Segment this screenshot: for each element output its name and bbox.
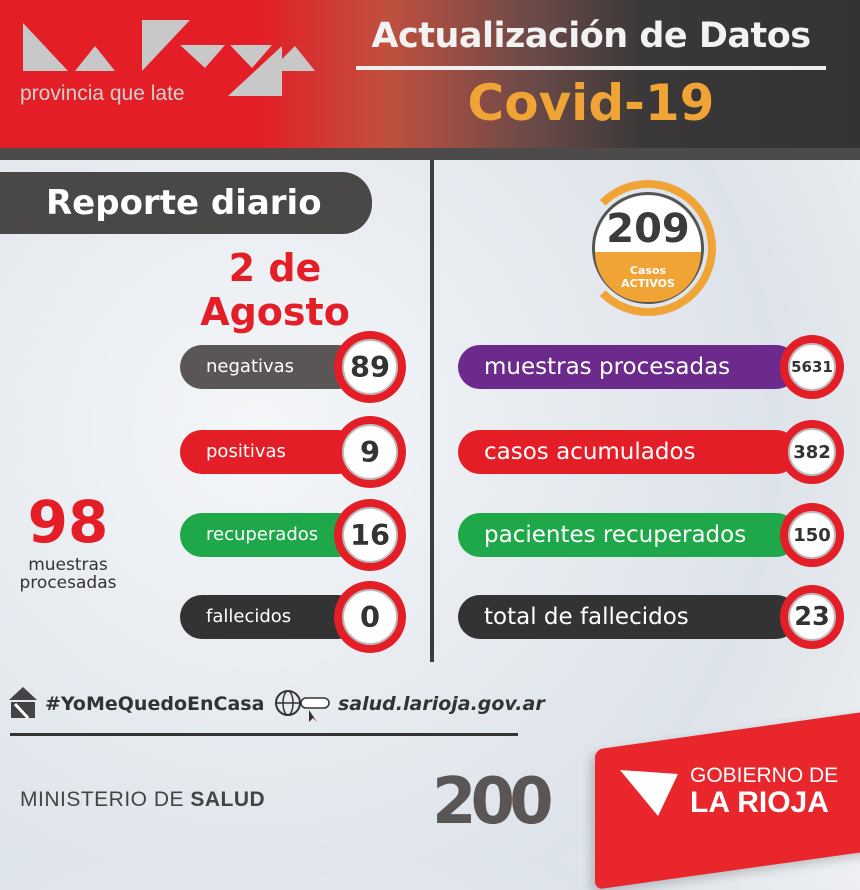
government-line2: LA RIOJA: [690, 786, 829, 819]
stat-value: 150: [788, 511, 836, 559]
ministry-name: MINISTERIO DE SALUD: [20, 788, 265, 812]
active-cases-ring: [580, 180, 716, 316]
globe-www-icon: [275, 690, 330, 722]
active-label-line1: Casos: [629, 264, 667, 277]
house-icon: [9, 687, 37, 720]
government-logo-icon: [620, 770, 678, 816]
active-cases-value: 209: [606, 206, 690, 252]
stat-value-circle: 16: [334, 499, 406, 571]
report-date: 2 de Agosto: [200, 246, 350, 334]
column-divider: [430, 160, 434, 662]
page-title: Actualización de Datos: [371, 16, 811, 56]
stat-pill: positivas: [180, 430, 360, 474]
report-label: Reporte diario: [0, 172, 372, 234]
logo-tagline: provincia que late: [20, 82, 185, 105]
stat-value: 89: [342, 339, 398, 395]
stat-value: 16: [342, 507, 398, 563]
stat-pill: recuperados: [180, 513, 360, 557]
website-link[interactable]: salud.larioja.gov.ar: [338, 693, 545, 715]
stat-value-circle: 150: [780, 503, 844, 567]
stat-value: 9: [342, 424, 398, 480]
daily-total-value: 98: [27, 488, 109, 556]
daily-total-label: muestras procesadas: [19, 555, 117, 593]
ministry-prefix: MINISTERIO DE: [20, 788, 191, 811]
government-line1: GOBIERNO DE: [690, 764, 839, 787]
stat-value-circle: 23: [780, 585, 844, 649]
title-underline: [356, 66, 826, 70]
stat-value-circle: 89: [334, 331, 406, 403]
footer-divider: [10, 733, 518, 736]
stat-value-circle: 0: [334, 581, 406, 653]
stat-value-circle: 382: [780, 420, 844, 484]
stat-value: 5631: [788, 343, 836, 391]
stat-pill: pacientes recuperados: [458, 513, 798, 557]
stat-pill: negativas: [180, 345, 360, 389]
stat-pill: muestras procesadas: [458, 345, 798, 389]
stat-pill: total de fallecidos: [458, 595, 798, 639]
header-band: [0, 148, 860, 160]
page-subtitle: Covid-19: [467, 74, 715, 132]
stat-value-circle: 5631: [780, 335, 844, 399]
anniversary-logo: 200: [432, 765, 554, 839]
stat-value: 0: [342, 589, 398, 645]
ministry-bold: SALUD: [190, 788, 266, 811]
stat-pill: casos acumulados: [458, 430, 798, 474]
stat-value: 23: [788, 593, 836, 641]
active-label-line2: ACTIVOS: [621, 277, 675, 290]
hashtag: #YoMeQuedoEnCasa: [45, 693, 265, 715]
la-rioja-logo: [23, 20, 315, 96]
stat-pill: fallecidos: [180, 595, 360, 639]
stat-value: 382: [788, 428, 836, 476]
stat-value-circle: 9: [334, 416, 406, 488]
